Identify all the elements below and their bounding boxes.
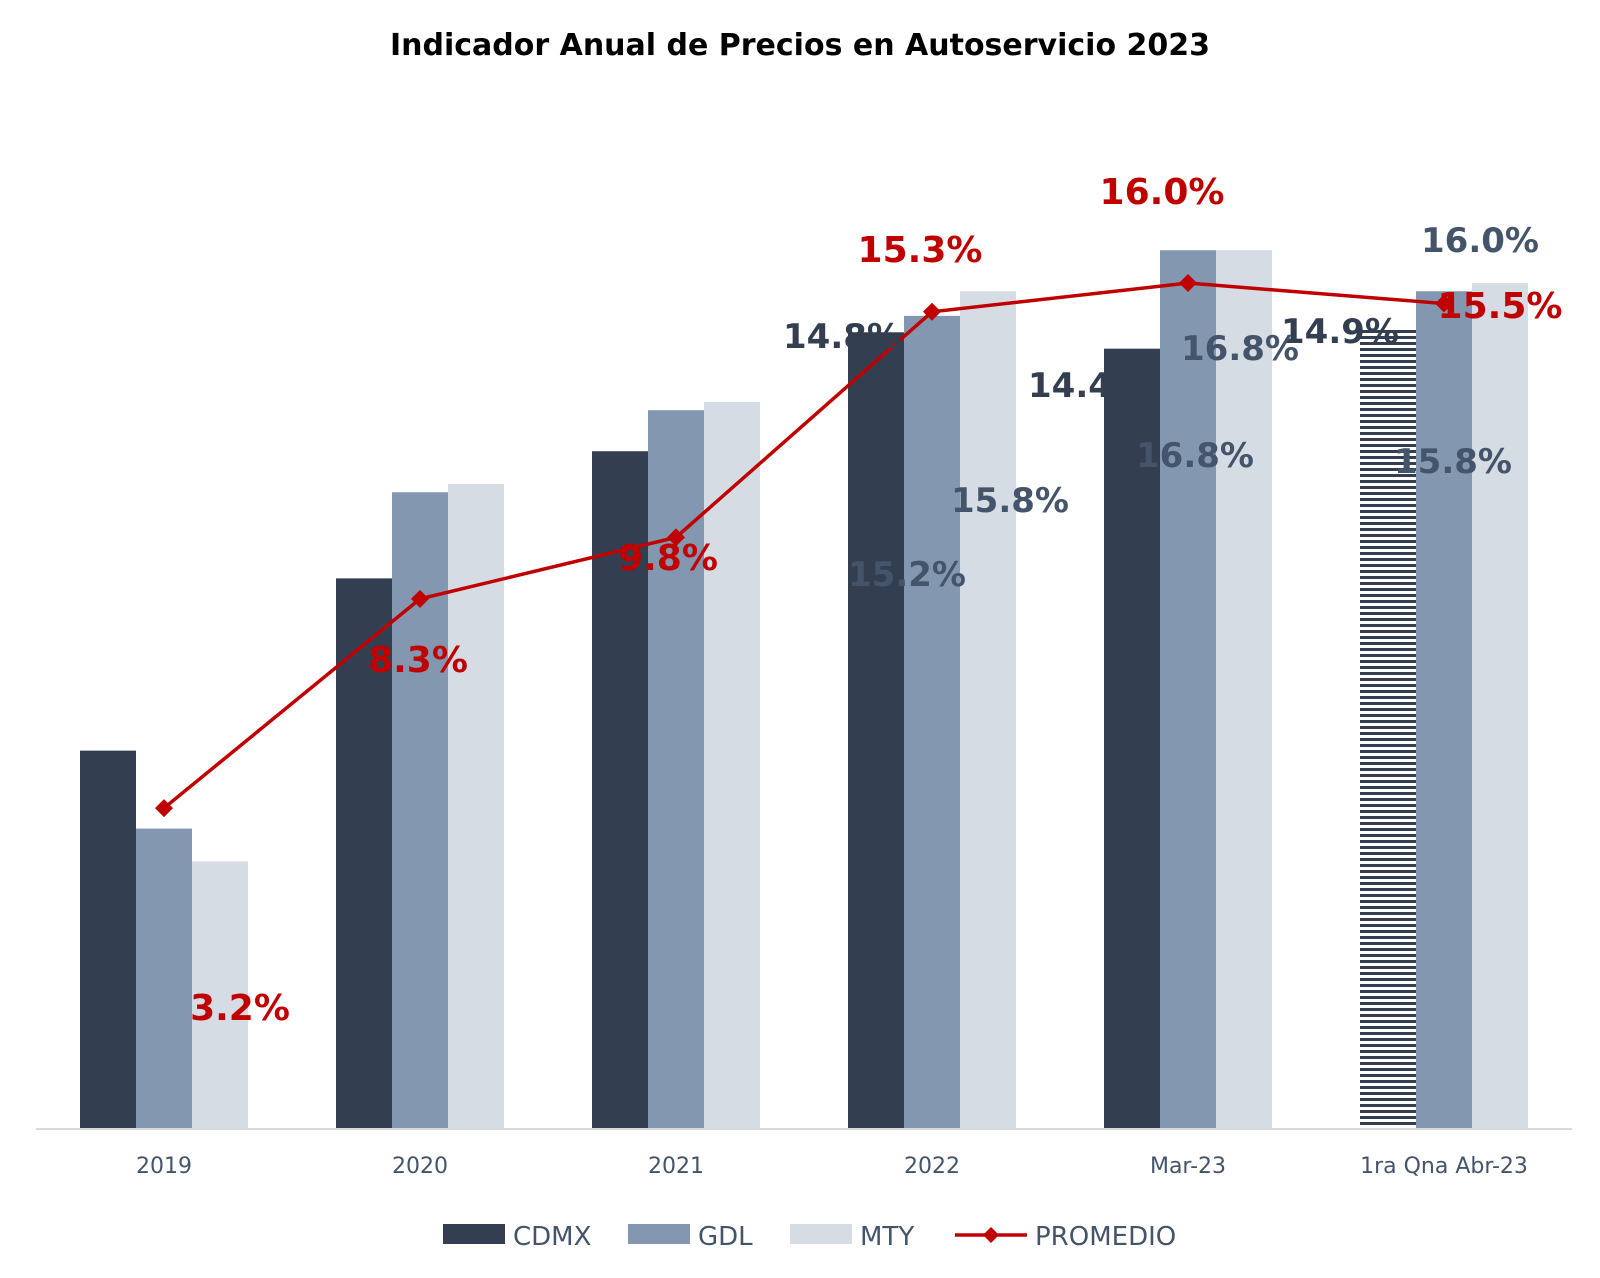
promedio-marker-2021 (667, 528, 685, 547)
legend-swatch-cdmx (443, 1224, 505, 1244)
promedio-marker-1ra-qna-abr-23 (1435, 294, 1453, 313)
promedio-marker-2022 (923, 302, 941, 321)
bar-mty-2021 (704, 402, 760, 1128)
data-label-promedio-mar-23: 16.0% (1100, 172, 1225, 213)
bar-cdmx-2019 (80, 750, 136, 1128)
data-label-cdmx-mar-23: 14.4% (1028, 366, 1146, 406)
legend-item-mty: MTY (790, 1222, 914, 1252)
data-label-promedio-2020: 8.3% (368, 640, 468, 681)
data-label-mty-1ra-qna-abr-23: 16.0% (1421, 221, 1539, 261)
data-label-cdmx-2022: 14.8% (783, 317, 901, 357)
legend-item-gdl: GDL (628, 1222, 753, 1252)
x-tick-label: Mar-23 (1150, 1154, 1226, 1179)
bar-cdmx-2021 (592, 451, 648, 1128)
legend-item-promedio: PROMEDIO (955, 1222, 1176, 1252)
data-label-cdmx-1ra-qna-abr-23: 14.9% (1281, 312, 1399, 352)
data-label-mty-2022: 15.8% (951, 481, 1069, 521)
diamond-icon (983, 1227, 999, 1243)
data-label-promedio-2019: 3.2% (190, 988, 290, 1029)
promedio-marker-mar-23 (1179, 274, 1197, 293)
data-label-promedio-1ra-qna-abr-23: 15.5% (1438, 286, 1563, 327)
bar-cdmx-2020 (336, 578, 392, 1128)
x-tick-label: 2021 (648, 1154, 704, 1179)
x-tick-label: 2020 (392, 1154, 448, 1179)
legend-label-cdmx: CDMX (513, 1222, 591, 1252)
bar-gdl-2020 (392, 492, 448, 1128)
data-label-promedio-2022: 15.3% (858, 230, 983, 271)
chart-title: Indicador Anual de Precios en Autoservic… (389, 28, 1211, 63)
data-label-gdl-1ra-qna-abr-23: 15.8% (1394, 442, 1512, 482)
bar-gdl-mar-23 (1160, 250, 1216, 1128)
data-label-mty-mar-23: 16.8% (1181, 329, 1299, 369)
promedio-line (162, 281, 1445, 810)
legend-label-promedio: PROMEDIO (1035, 1222, 1176, 1252)
legend-swatch-gdl (628, 1224, 690, 1244)
data-label-gdl-mar-23: 16.8% (1136, 436, 1254, 476)
legend-swatch-mty (790, 1224, 852, 1244)
bar-gdl-2019 (136, 828, 192, 1128)
bar-mty-mar-23 (1216, 250, 1272, 1128)
bar-mty-2019 (192, 861, 248, 1128)
bar-mty-1ra-qna-abr-23 (1472, 283, 1528, 1128)
x-tick-label: 2022 (904, 1154, 960, 1179)
bar-gdl-2022 (904, 315, 960, 1129)
bar-mty-2022 (960, 291, 1016, 1128)
legend-item-cdmx: CDMX (443, 1222, 591, 1252)
data-label-promedio-2021: 9.8% (618, 538, 718, 579)
promedio-marker-2019 (155, 799, 173, 818)
bar-cdmx-1ra-qna-abr-23 (1360, 328, 1416, 1128)
bar-gdl-1ra-qna-abr-23 (1416, 291, 1472, 1128)
bar-cdmx-2022 (848, 332, 904, 1128)
promedio-marker-2020 (411, 589, 429, 608)
legend-label-gdl: GDL (698, 1222, 753, 1252)
legend-label-mty: MTY (860, 1222, 914, 1252)
x-tick-label: 2019 (136, 1154, 192, 1179)
x-tick-label: 1ra Qna Abr-23 (1360, 1154, 1528, 1179)
bar-cdmx-mar-23 (1104, 348, 1160, 1128)
data-label-gdl-2022: 15.2% (848, 555, 966, 595)
